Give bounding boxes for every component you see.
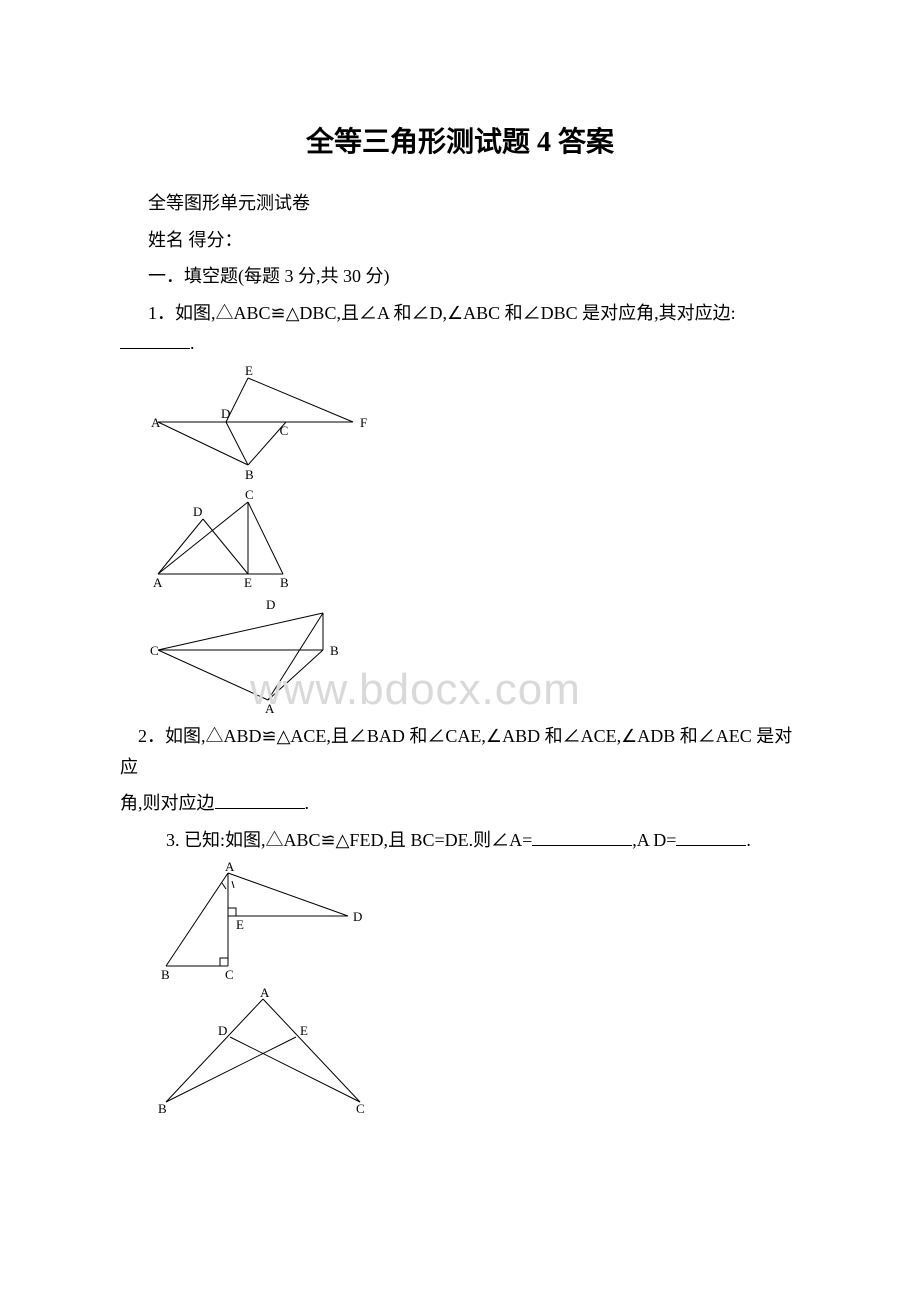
question-1: 1．如图,△ABC≌△DBC,且∠A 和∠D,∠ABC 和∠DBC 是对应角,其… <box>120 298 800 359</box>
fig5-label-A: A <box>260 987 270 1000</box>
figure-2: A E B D C <box>148 489 318 589</box>
fig4-label-C: C <box>225 967 234 981</box>
fig2-label-D: D <box>193 504 202 519</box>
blank-q1 <box>120 330 190 349</box>
question-1-text: 1．如图,△ABC≌△DBC,且∠A 和∠D,∠ABC 和∠DBC 是对应角,其… <box>148 303 736 323</box>
figure-group-1: A D E C F B A E B D C <box>148 365 800 715</box>
blank-q3a <box>532 827 632 846</box>
fig1-label-D: D <box>221 406 230 421</box>
figure-5: A D E B C <box>148 987 378 1117</box>
name-score-line: 姓名 得分： <box>120 225 800 256</box>
question-2b: 角,则对应边. <box>120 788 800 819</box>
question-2-text-b: 角,则对应边 <box>120 793 215 813</box>
fig2-label-E: E <box>244 575 252 589</box>
fig5-label-D: D <box>218 1023 227 1038</box>
fig3-label-D: D <box>266 597 275 612</box>
fig4-label-E: E <box>236 917 244 932</box>
question-3-mid: ,A D= <box>632 830 676 850</box>
page: 全等三角形测试题 4 答案 全等图形单元测试卷 姓名 得分： 一．填空题(每题 … <box>0 0 920 1183</box>
page-title: 全等三角形测试题 4 答案 <box>120 120 800 160</box>
fig1-label-B: B <box>245 467 254 482</box>
fig2-label-C: C <box>245 489 254 502</box>
fig2-label-A: A <box>153 575 163 589</box>
figure-3: C D B A <box>148 595 368 715</box>
figure-group-2: A B C E D A D E B C <box>148 861 800 1117</box>
figure-4: A B C E D <box>148 861 378 981</box>
fig5-label-B: B <box>158 1101 167 1116</box>
figure-1: A D E C F B <box>148 365 378 483</box>
question-3-tail: . <box>746 830 751 850</box>
fig3-label-A: A <box>265 701 275 715</box>
fig1-label-A: A <box>151 415 161 430</box>
fig3-label-B: B <box>330 643 339 658</box>
fig4-label-B: B <box>161 967 170 981</box>
question-3-text: 3. 已知:如图,△ABC≌△FED,且 BC=DE.则∠A= <box>148 830 532 850</box>
fig2-label-B: B <box>280 575 289 589</box>
fig5-label-C: C <box>356 1101 365 1116</box>
section-1-heading: 一．填空题(每题 3 分,共 30 分) <box>120 261 800 292</box>
question-2-tail: . <box>305 793 310 813</box>
question-3: 3. 已知:如图,△ABC≌△FED,且 BC=DE.则∠A= ,A D=. <box>120 825 800 856</box>
fig1-label-C: C <box>280 423 289 438</box>
subtitle: 全等图形单元测试卷 <box>120 188 800 219</box>
question-2: 2．如图,△ABD≌△ACE,且∠BAD 和∠CAE,∠ABD 和∠ACE,∠A… <box>120 721 800 782</box>
fig5-label-E: E <box>300 1023 308 1038</box>
fig1-label-E: E <box>245 365 253 378</box>
blank-q2 <box>215 790 305 809</box>
blank-q3b <box>676 827 746 846</box>
question-1-tail: . <box>190 333 195 353</box>
fig3-label-C: C <box>150 643 159 658</box>
question-2-text-a: 2．如图,△ABD≌△ACE,且∠BAD 和∠CAE,∠ABD 和∠ACE,∠A… <box>120 726 792 777</box>
fig1-label-F: F <box>360 415 367 430</box>
fig4-label-A: A <box>225 861 235 874</box>
fig4-label-D: D <box>353 909 362 924</box>
